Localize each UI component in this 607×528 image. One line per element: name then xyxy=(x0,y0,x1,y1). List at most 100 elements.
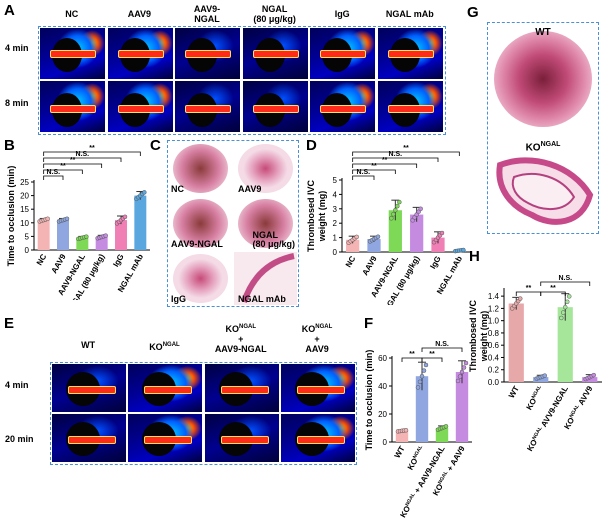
bar xyxy=(410,214,424,252)
data-point xyxy=(542,373,547,378)
ferric-chloride-strip xyxy=(185,105,232,113)
significance-label: ** xyxy=(382,157,388,164)
ferric-chloride-strip xyxy=(320,105,367,113)
wt-thrombus-section xyxy=(494,31,592,127)
panel-e-thermal-image xyxy=(128,364,203,412)
data-point xyxy=(403,427,409,433)
significance-label: N.S. xyxy=(389,151,403,158)
y-axis-label: Time to occlusion (min) xyxy=(364,350,374,451)
data-point xyxy=(417,379,423,385)
ferric-chloride-strip xyxy=(220,436,269,444)
panel-a-thermal-image xyxy=(378,81,443,132)
thrombus-section xyxy=(238,199,293,248)
panel-g-wt-label: WT xyxy=(535,27,551,38)
panel-a-thermal-image xyxy=(310,81,376,132)
significance-label: ** xyxy=(70,157,76,164)
y-tick-label: 0 xyxy=(25,246,30,255)
panel-a-thermal-image xyxy=(107,28,173,79)
data-point xyxy=(45,216,50,222)
panel-e-col-header: KONGAL + AAV9 xyxy=(301,324,333,354)
significance-label: ** xyxy=(550,285,556,292)
panel-e-thermal-image xyxy=(128,414,203,462)
panel-e-thermal-image xyxy=(204,364,279,412)
significance-bracket xyxy=(43,169,83,174)
data-point xyxy=(391,212,396,217)
bar xyxy=(388,210,402,252)
y-tick-label: 15 xyxy=(20,205,29,214)
panel-e-col-header: WT xyxy=(81,340,96,350)
panel-c-image-label: AAV9 xyxy=(238,184,262,194)
panel-a-thermal-image xyxy=(175,28,241,79)
panel-c-image-grid: NC AAV9 AAV9-NGAL NGAL (80 μg/kg) IgG NGAL mA… xyxy=(167,140,299,307)
significance-bracket xyxy=(421,347,463,352)
data-point xyxy=(591,372,596,378)
panel-e-row-20min: 20 min xyxy=(5,434,34,444)
panel-a-row-8min: 8 min xyxy=(5,98,29,108)
panel-a-image-grid xyxy=(38,26,446,135)
thrombus-section xyxy=(173,199,228,248)
thrombus-section xyxy=(173,254,228,303)
data-point xyxy=(103,233,108,238)
data-point xyxy=(415,385,421,390)
ferric-chloride-strip xyxy=(144,386,193,394)
panel-a-col-header: NGAL (80 μg/kg) xyxy=(253,4,296,24)
ferric-chloride-strip xyxy=(117,50,164,58)
ferric-chloride-strip xyxy=(252,50,299,58)
panel-a-col-header: AAV9- NGAL xyxy=(193,4,221,24)
y-tick-label: 0 xyxy=(333,248,338,257)
y-axis-label: Thrombosed IVC xyxy=(306,180,316,253)
data-point xyxy=(122,214,128,220)
significance-bracket xyxy=(43,151,141,156)
panel-a-thermal-image xyxy=(242,28,308,79)
panel-e-thermal-image xyxy=(280,414,355,462)
y-axis-label: Thrombosed IVC xyxy=(468,300,478,373)
data-point xyxy=(461,365,467,370)
x-tick-label: AAV9 xyxy=(361,254,379,277)
x-tick-label: WT xyxy=(393,444,407,459)
significance-label: ** xyxy=(403,145,409,152)
data-point xyxy=(419,373,425,379)
panel-e-thermal-image xyxy=(204,414,279,462)
bar xyxy=(395,430,409,442)
panel-c-histology-image: IgG xyxy=(169,252,232,305)
significance-bracket xyxy=(540,291,566,296)
ferric-chloride-strip xyxy=(388,105,434,113)
panel-e-image-grid xyxy=(50,362,357,465)
data-point xyxy=(459,369,465,375)
y-tick-label: 60 xyxy=(378,354,387,363)
panel-a-thermal-image xyxy=(242,81,308,132)
data-point xyxy=(64,216,70,222)
significance-bracket xyxy=(43,163,103,168)
ferric-chloride-strip xyxy=(117,105,164,113)
y-tick-label: 5 xyxy=(333,176,338,185)
y-tick-label: 3 xyxy=(333,205,338,214)
significance-label: N.S. xyxy=(558,275,572,282)
panel-c-image-label: AAV9-NGAL xyxy=(171,239,223,249)
x-tick-label: AAV9 xyxy=(50,252,68,275)
panel-c-histology-image: AAV9 xyxy=(234,142,297,195)
y-axis-label: Time to occlusion (min) xyxy=(6,166,16,267)
panel-d-label: D xyxy=(306,137,317,154)
x-tick-label: WT xyxy=(507,384,521,399)
panel-h-chart: 0.0 0.2 0.4 0.6 0.8 1.0 1.2 1.4 Thrombosed IVC we… xyxy=(468,275,602,453)
significance-label: N.S. xyxy=(435,341,449,348)
bar xyxy=(557,307,573,382)
data-point xyxy=(418,206,423,212)
significance-label: ** xyxy=(429,351,435,358)
y-tick-label: 20 xyxy=(20,192,29,201)
significance-bracket xyxy=(43,157,122,162)
y-tick-label: 4 xyxy=(333,190,338,199)
significance-bracket xyxy=(352,157,439,162)
ferric-chloride-strip xyxy=(320,50,367,58)
y-tick-label: 0.0 xyxy=(488,378,500,387)
panel-a-col-header: NC xyxy=(65,9,79,19)
y-tick-label: 1 xyxy=(333,234,338,243)
significance-label: ** xyxy=(526,285,532,292)
y-axis-label: weight (mg) xyxy=(479,311,489,363)
thrombus-section xyxy=(238,144,293,193)
data-point xyxy=(565,299,570,305)
mab-vessel-section xyxy=(241,253,295,304)
panel-e-thermal-image xyxy=(52,414,126,462)
